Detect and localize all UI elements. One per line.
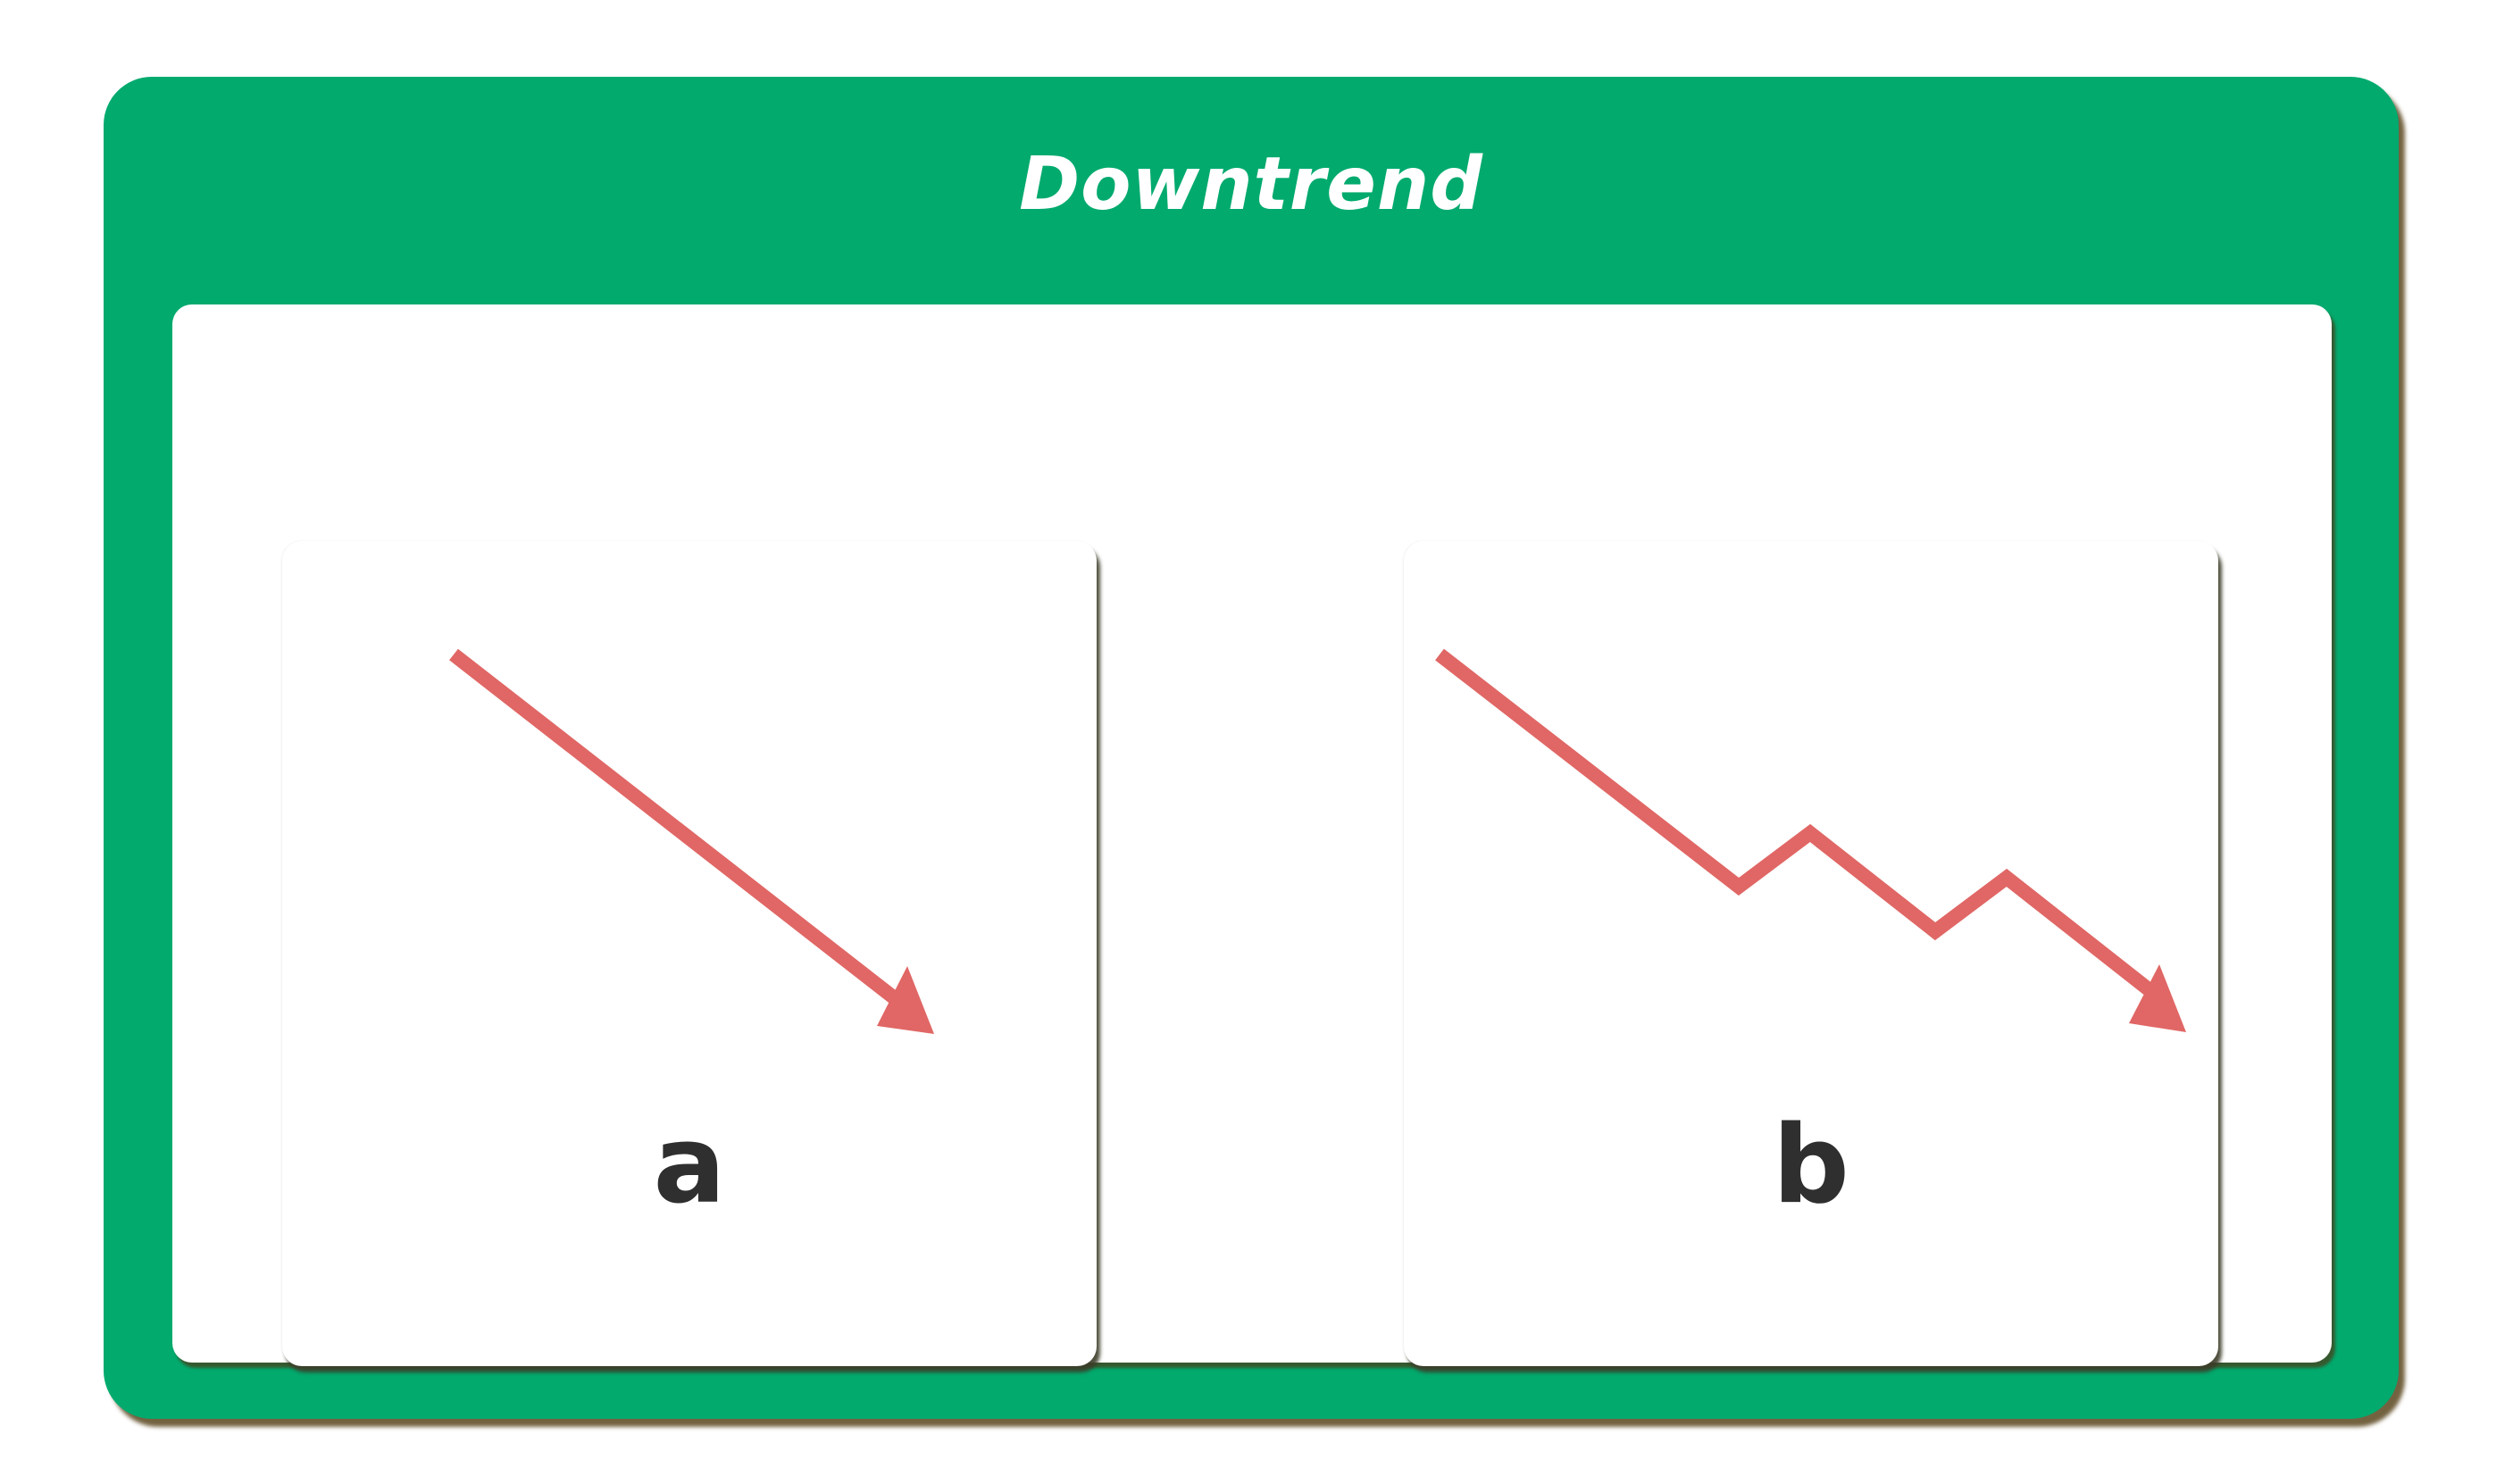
- panel-a: a: [282, 541, 1097, 1366]
- zigzag-down-arrow-icon: [1435, 648, 2186, 1032]
- panel-label-b: b: [1773, 1104, 1849, 1228]
- inner-panel: a b: [172, 304, 2332, 1366]
- panel-label-a: a: [653, 1104, 726, 1228]
- straight-down-arrow-icon: [449, 648, 934, 1034]
- diagram-title: Downtrend: [1019, 142, 1483, 227]
- panel-b: b: [1404, 541, 2218, 1366]
- downtrend-frame: Downtrend a b: [104, 77, 2399, 1419]
